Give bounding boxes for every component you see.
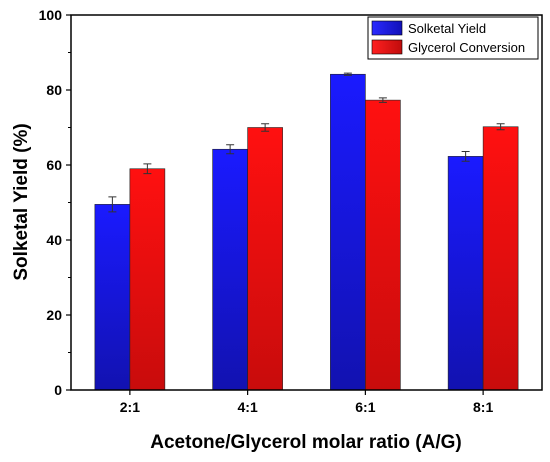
y-tick-label: 20 <box>46 307 62 323</box>
x-tick-label: 4:1 <box>238 399 258 415</box>
error-bar <box>143 163 152 175</box>
y-tick-label: 40 <box>46 232 62 248</box>
error-bar <box>226 144 235 155</box>
y-axis-title: Solketal Yield (%) <box>11 123 32 280</box>
error-bar <box>108 196 117 213</box>
bar-glycerol-conversion-6-1 <box>365 99 401 391</box>
legend-swatch-glycerol-conversion <box>371 39 403 55</box>
x-axis: 2:1 4:1 6:1 8:1 <box>120 390 493 415</box>
error-bar <box>261 123 270 132</box>
x-axis-title: Acetone/Glycerol molar ratio (A/G) <box>150 432 461 453</box>
error-bar <box>461 151 470 162</box>
y-axis: 0 20 40 60 80 100 <box>39 7 71 398</box>
error-bars-layer <box>108 72 505 213</box>
y-tick-label: 0 <box>54 382 62 398</box>
legend-label-glycerol-conversion: Glycerol Conversion <box>408 40 525 55</box>
y-tick-label: 80 <box>46 82 62 98</box>
bar-glycerol-conversion-2-1 <box>129 168 166 391</box>
bar-solketal-yield-6-1 <box>330 73 366 391</box>
error-bar <box>343 72 352 76</box>
error-bar <box>378 97 387 103</box>
legend-label-solketal-yield: Solketal Yield <box>408 21 486 36</box>
x-tick-label: 2:1 <box>120 399 140 415</box>
bar-solketal-yield-2-1 <box>94 204 131 391</box>
error-bar <box>496 123 505 131</box>
bar-glycerol-conversion-8-1 <box>482 126 519 391</box>
bar-solketal-yield-8-1 <box>447 156 484 391</box>
x-tick-label: 8:1 <box>473 399 493 415</box>
bar-solketal-yield-4-1 <box>212 148 248 391</box>
legend: Solketal Yield Glycerol Conversion <box>367 16 539 60</box>
y-tick-label: 100 <box>39 7 63 23</box>
bar-glycerol-conversion-4-1 <box>247 127 283 391</box>
y-tick-label: 60 <box>46 157 62 173</box>
x-tick-label: 6:1 <box>355 399 375 415</box>
legend-swatch-solketal-yield <box>371 20 403 36</box>
bars-layer <box>94 73 519 391</box>
